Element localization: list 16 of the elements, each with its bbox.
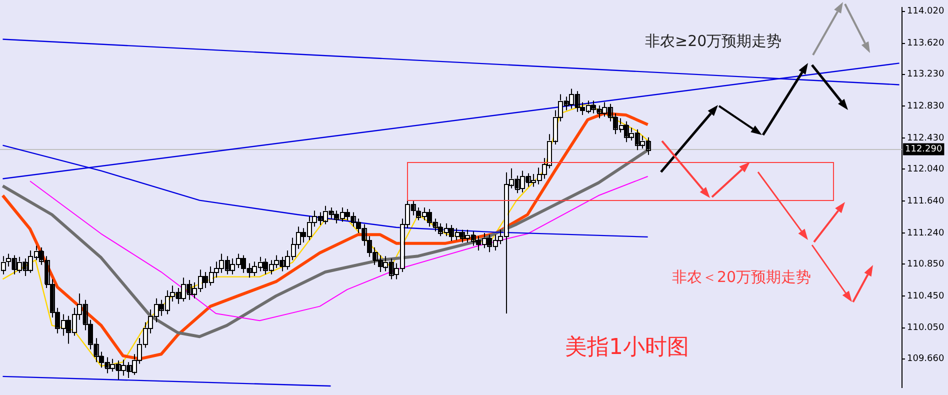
ref-line-label: 112.290 [905, 144, 942, 155]
annotation: 美指1小时图 [565, 334, 689, 362]
annotation: 非农≥20万预期走势 [645, 32, 782, 51]
y-tick-label: 112.430 [907, 133, 944, 144]
annotation: 非农＜20万预期走势 [672, 268, 812, 287]
y-tick-label: 110.050 [907, 323, 944, 334]
y-tick-label: 109.660 [907, 354, 944, 364]
y-tick-label: 110.450 [907, 291, 944, 302]
y-tick-label: 111.240 [907, 228, 944, 238]
y-tick-label: 113.230 [907, 70, 944, 80]
y-tick-label: 111.640 [907, 196, 944, 206]
y-tick-label: 112.040 [907, 164, 944, 175]
y-tick-label: 114.020 [907, 6, 944, 17]
y-tick-label: 112.830 [907, 102, 944, 112]
y-tick-label: 113.620 [907, 38, 944, 49]
y-tick-label: 110.850 [907, 259, 944, 270]
